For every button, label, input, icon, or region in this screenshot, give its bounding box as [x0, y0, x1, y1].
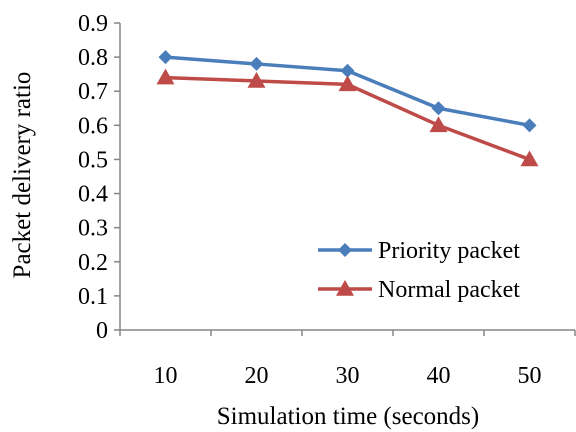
data-point	[522, 118, 537, 133]
data-point	[340, 63, 355, 78]
data-point	[249, 56, 264, 71]
legend-marker	[338, 243, 352, 257]
x-tick-label: 10	[154, 363, 178, 389]
data-point	[429, 116, 448, 133]
x-tick-label: 40	[427, 363, 451, 389]
series-2	[156, 68, 539, 167]
x-tick-label: 20	[245, 363, 269, 389]
data-point	[431, 101, 446, 116]
legend: Priority packet Normal packet	[318, 238, 520, 303]
y-axis-title: Packet delivery ratio	[9, 72, 36, 279]
y-tick-label: 0.1	[78, 284, 108, 310]
y-tick-label: 0	[96, 318, 108, 344]
x-tick-label: 50	[518, 363, 542, 389]
series-layer	[156, 50, 539, 167]
y-tick-label: 0.7	[78, 79, 108, 105]
y-tick-label: 0.5	[78, 147, 108, 173]
data-point	[247, 71, 266, 88]
y-tick-label: 0.3	[78, 216, 108, 242]
legend-item: Normal packet	[318, 277, 520, 303]
data-point	[520, 150, 539, 167]
y-tick-label: 0.2	[78, 250, 108, 276]
x-axis-title: Simulation time (seconds)	[217, 403, 479, 430]
data-point	[338, 75, 357, 92]
y-tick-label: 0.4	[78, 182, 108, 208]
legend-item: Priority packet	[318, 238, 520, 264]
data-point	[158, 50, 173, 65]
series-1	[158, 50, 537, 133]
y-tick-label: 0.8	[78, 45, 108, 71]
x-tick-label: 30	[336, 363, 360, 389]
y-tick-label: 0.9	[78, 11, 108, 37]
legend-label: Priority packet	[378, 238, 520, 264]
legend-label: Normal packet	[378, 277, 520, 303]
axes: 0 0.1 0.2 0.3 0.4 0.5 0.6 0.7 0.8 0.9 10 20 30 40 50	[78, 11, 576, 389]
y-tick-label: 0.6	[78, 113, 108, 139]
legend-marker	[336, 280, 354, 296]
data-point	[156, 68, 175, 85]
